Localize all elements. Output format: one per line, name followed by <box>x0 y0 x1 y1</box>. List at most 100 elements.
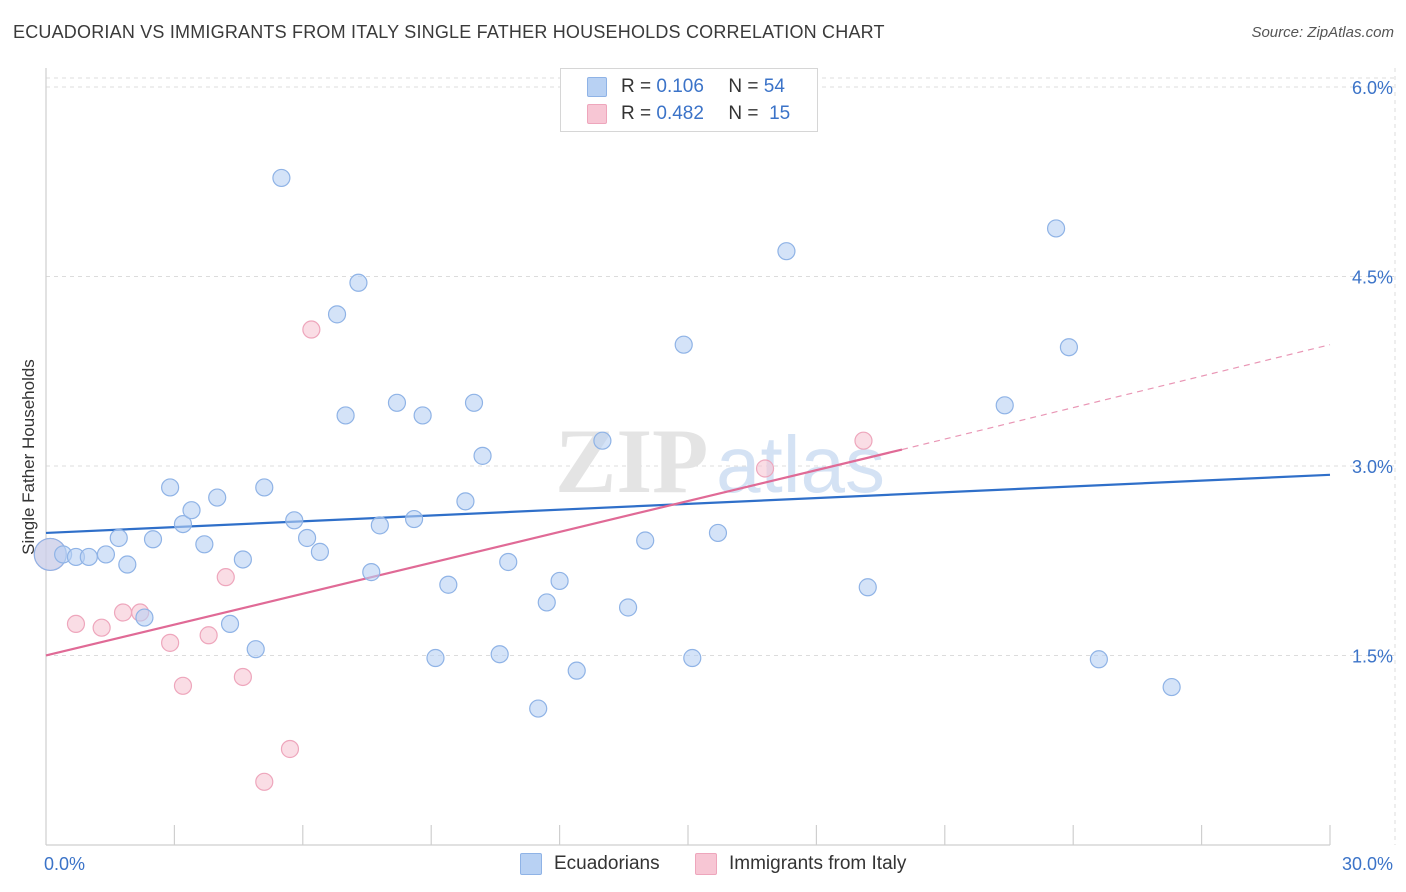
point-ecuadorian <box>995 396 1014 415</box>
legend-r-value: 0.106 <box>656 76 704 97</box>
y-tick-label: 6.0% <box>1352 78 1393 98</box>
point-italy <box>173 676 193 695</box>
point-italy <box>854 431 873 450</box>
point-ecuadorian <box>618 598 638 617</box>
point-ecuadorian <box>246 640 265 659</box>
bottom-legend-label: Ecuadorians <box>554 853 660 874</box>
chart-source: Source: ZipAtlas.com <box>1251 24 1394 41</box>
point-ecuadorian <box>404 509 424 529</box>
point-ecuadorian <box>464 393 484 412</box>
point-ecuadorian <box>220 614 240 634</box>
point-italy <box>92 618 111 637</box>
point-ecuadorian <box>529 699 548 718</box>
point-ecuadorian <box>499 552 518 572</box>
point-ecuadorian <box>370 516 389 535</box>
legend-swatch-italy <box>587 104 607 124</box>
point-italy <box>113 603 133 622</box>
point-italy <box>255 772 274 791</box>
point-ecuadorian <box>674 335 693 354</box>
point-ecuadorian <box>777 242 796 261</box>
point-ecuadorian <box>439 575 458 594</box>
x-tick-label: 0.0% <box>44 854 85 874</box>
bottom-legend-italy: Immigrants from Italy <box>695 851 906 877</box>
point-ecuadorian <box>362 563 381 582</box>
point-ecuadorian <box>208 488 227 507</box>
point-ecuadorian <box>173 514 193 534</box>
point-ecuadorian <box>233 550 252 569</box>
points-layer <box>33 168 1181 791</box>
point-ecuadorian <box>182 501 201 520</box>
legend-n-value: 15 <box>769 103 791 124</box>
y-tick-label: 4.5% <box>1352 267 1393 287</box>
bottom-legend-label: Immigrants from Italy <box>729 853 907 874</box>
y-axis-title: Single Father Households <box>19 359 38 555</box>
point-ecuadorian <box>683 648 702 668</box>
legend-n-label: N = <box>728 103 759 124</box>
point-ecuadorian <box>118 555 137 574</box>
watermark-zip: ZIP <box>555 410 708 512</box>
point-ecuadorian <box>567 661 586 680</box>
chart-title: ECUADORIAN VS IMMIGRANTS FROM ITALY SING… <box>13 22 885 42</box>
point-ecuadorian <box>1046 219 1066 238</box>
point-ecuadorian <box>255 478 274 497</box>
point-ecuadorian <box>310 542 330 561</box>
point-ecuadorian <box>109 528 128 548</box>
point-ecuadorian <box>1089 650 1108 669</box>
point-ecuadorian <box>195 535 214 554</box>
point-ecuadorian <box>272 168 291 188</box>
y-tick-label: 3.0% <box>1352 457 1393 477</box>
point-ecuadorian <box>336 406 355 425</box>
point-ecuadorian <box>387 393 407 412</box>
point-ecuadorian <box>143 530 163 549</box>
label-layer: 1.5% 3.0% 4.5% 6.0% 0.0% 30.0% Single Father H… <box>19 78 1393 874</box>
point-ecuadorian <box>349 273 368 292</box>
legend-r-label: R = <box>621 76 652 97</box>
point-italy <box>66 614 86 634</box>
point-ecuadorian <box>327 305 347 324</box>
point-ecuadorian <box>135 608 154 627</box>
point-ecuadorian <box>1059 338 1079 357</box>
legend-n-value: 54 <box>763 76 785 97</box>
point-ecuadorian <box>858 578 877 597</box>
point-ecuadorian <box>96 545 116 564</box>
point-ecuadorian <box>161 478 180 497</box>
point-ecuadorian <box>636 531 655 550</box>
bottom-legend-ecuadorians: Ecuadorians <box>520 851 660 877</box>
bottom-legend-swatch-italy <box>695 853 717 875</box>
correlation-legend: R = 0.106 N = 54 R = 0.482 N = 15 <box>560 68 818 132</box>
point-ecuadorian <box>456 492 475 511</box>
x-tick-label: 30.0% <box>1342 854 1393 874</box>
point-italy <box>216 568 235 587</box>
point-ecuadorian <box>490 645 509 664</box>
point-ecuadorian <box>1162 677 1181 697</box>
point-ecuadorian <box>413 406 432 425</box>
y-tick-label: 1.5% <box>1352 646 1393 666</box>
legend-n-label: N = <box>728 76 759 97</box>
legend-swatch-ecuadorians <box>587 77 607 97</box>
legend-row-italy: R = 0.482 N = 15 <box>587 102 790 126</box>
trend-layer <box>45 344 1331 657</box>
legend-r-value: 0.482 <box>656 103 704 124</box>
point-ecuadorian <box>537 593 556 612</box>
legend-r-label: R = <box>621 103 652 124</box>
point-italy <box>755 459 775 478</box>
axis-layer <box>45 68 1331 846</box>
point-italy <box>199 626 218 645</box>
point-ecuadorian <box>550 571 569 591</box>
trend-line-italy-extension <box>901 344 1331 451</box>
point-ecuadorian <box>285 511 304 530</box>
point-ecuadorian <box>297 528 317 548</box>
point-ecuadorian <box>426 648 445 668</box>
legend-row-ecuadorians: R = 0.106 N = 54 <box>587 75 785 99</box>
point-ecuadorian <box>79 547 98 567</box>
point-ecuadorian <box>593 431 612 450</box>
point-ecuadorian <box>473 446 492 465</box>
point-italy <box>302 320 321 339</box>
point-italy <box>161 633 180 652</box>
point-italy <box>280 739 300 759</box>
point-ecuadorian <box>708 523 728 543</box>
trend-line-ecuadorians <box>45 473 1331 535</box>
trend-line-italy <box>45 448 903 657</box>
point-italy <box>233 667 252 687</box>
